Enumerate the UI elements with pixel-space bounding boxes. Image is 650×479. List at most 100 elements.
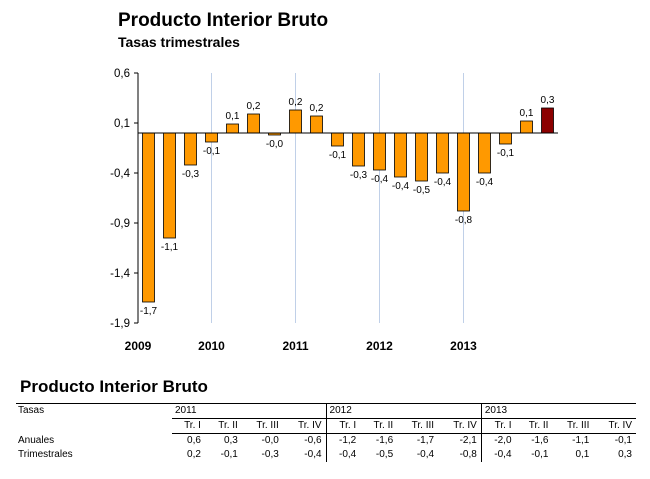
quarter-header: Tr. II — [360, 418, 398, 434]
blank-cell — [16, 419, 172, 434]
data-label: -0,3 — [350, 170, 368, 181]
data-label: -0,4 — [434, 177, 452, 188]
data-label: -0,5 — [413, 185, 431, 196]
table-cell: -2,0 — [480, 433, 516, 448]
table-cell: 0,3 — [618, 449, 632, 460]
table-cell: -1,7 — [416, 435, 435, 446]
bars — [142, 107, 554, 303]
table-cell: -0,3 — [261, 449, 279, 460]
bar — [457, 132, 470, 212]
data-table: Tasas 2011 2012 2013 Tr. I Tr. II Tr. III Tr. I… — [16, 403, 636, 462]
bar — [142, 132, 155, 303]
table-header-years: Tasas 2011 2012 2013 — [16, 403, 636, 419]
bar — [478, 132, 491, 174]
quarter-header: Tr. IV — [593, 418, 636, 434]
table-cell: 0,6 — [187, 435, 201, 446]
data-label: -0,3 — [182, 169, 200, 180]
data-label: 0,3 — [541, 95, 555, 106]
bar — [289, 109, 302, 134]
table-cell: -0,1 — [220, 449, 238, 460]
quarter-header: Tr. III — [397, 418, 439, 434]
row-label: Anuales — [18, 434, 55, 446]
bar — [436, 132, 449, 174]
data-label: -0,0 — [266, 139, 284, 150]
year-label: 2013 — [450, 339, 477, 353]
bar — [226, 123, 239, 134]
bar — [352, 132, 365, 167]
quarter-header: Tr. IV — [438, 418, 482, 434]
year-label: 2011 — [282, 339, 308, 353]
bar — [520, 120, 533, 134]
axes: 0,6 0,1 -0,4 -0,9 -1,4 -1,9 2009 2010 2011 2012 20… — [110, 68, 558, 353]
table-cell: -1,2 — [325, 433, 361, 448]
table-header-quarters: Tr. I Tr. II Tr. III Tr. IV Tr. I Tr. II Tr. I… — [16, 418, 636, 434]
y-tick-label: -1,9 — [110, 318, 130, 330]
year-header: 2011 — [172, 403, 327, 419]
table-cell: -0,0 — [261, 435, 279, 446]
data-label: 0,2 — [310, 103, 324, 114]
quarter-header: Tr. II — [515, 418, 553, 434]
table-row: Anuales 0,6 0,3 -0,0 -0,6 -1,2 -1,6 -1,7 -2,1 -2,… — [16, 433, 636, 448]
table-cell: -0,5 — [375, 449, 394, 460]
table-cell: 0,1 — [575, 449, 590, 460]
table-cell: -0,4 — [304, 449, 322, 460]
table-cell: -0,1 — [614, 435, 632, 446]
quarter-header: Tr. IV — [282, 418, 327, 434]
bar — [415, 132, 428, 182]
bar — [205, 132, 218, 143]
table-header-label: Tasas — [16, 403, 172, 419]
row-label: Trimestrales — [18, 449, 73, 460]
bar — [310, 115, 323, 134]
table-row: Trimestrales 0,2 -0,1 -0,3 -0,4 -0,4 -0,5 -0,4-… — [16, 448, 636, 462]
table-title: Producto Interior Bruto — [20, 377, 208, 396]
table-cell: -0,4 — [480, 448, 516, 462]
data-label: -0,8 — [455, 215, 473, 226]
data-label: 0,2 — [289, 97, 303, 108]
quarter-header: Tr. I — [480, 418, 516, 434]
bar — [541, 107, 554, 134]
table-cell: -2,1 — [459, 435, 477, 446]
bar — [247, 113, 260, 134]
table-cell: -1,1 — [572, 435, 590, 446]
bar — [184, 132, 197, 166]
data-label: -0,1 — [203, 146, 221, 157]
table-cell: 0,2 — [187, 449, 201, 460]
bar-chart: -1,7-1,1-0,3-0,10,10,2-0,00,20,2-0,1-0,3… — [110, 68, 558, 353]
y-tick-label: 0,6 — [114, 68, 130, 80]
quarter-header: Tr. III — [552, 418, 594, 434]
table-cell: -1,6 — [531, 435, 549, 446]
quarter-header: Tr. I — [325, 418, 361, 434]
quarter-header: Tr. III — [241, 418, 283, 434]
y-tick-label: -0,9 — [110, 218, 130, 230]
table-cell: -1,6 — [375, 435, 394, 446]
table-cell: 0,3 — [223, 435, 238, 446]
year-header: 2013 — [480, 403, 636, 419]
data-label: 0,2 — [247, 101, 261, 112]
chart-subtitle: Tasas trimestrales — [118, 34, 240, 50]
bar — [394, 132, 407, 178]
year-header: 2012 — [325, 403, 482, 419]
bar — [499, 132, 512, 145]
table-cell: -0,1 — [531, 449, 549, 460]
data-label: -1,1 — [161, 242, 179, 253]
bar — [163, 132, 176, 239]
data-label: -0,4 — [371, 174, 389, 185]
y-tick-label: -1,4 — [110, 268, 130, 280]
quarter-header: Tr. II — [204, 418, 242, 434]
table-cell: -0,6 — [304, 435, 322, 446]
data-label: -0,1 — [329, 150, 347, 161]
table-cell: -0,4 — [416, 449, 435, 460]
year-label: 2009 — [125, 339, 152, 353]
year-label: 2012 — [366, 339, 393, 353]
y-tick-label: -0,4 — [110, 168, 130, 180]
year-label: 2010 — [198, 339, 225, 353]
data-label: -1,7 — [140, 306, 158, 317]
table-cell: -0,4 — [325, 448, 361, 462]
chart-title: Producto Interior Bruto — [118, 10, 329, 31]
data-label: -0,4 — [476, 177, 494, 188]
quarter-header: Tr. I — [172, 418, 205, 434]
bar — [373, 132, 386, 171]
data-label: -0,4 — [392, 181, 410, 192]
y-tick-label: 0,1 — [114, 118, 130, 130]
bar — [331, 132, 344, 147]
